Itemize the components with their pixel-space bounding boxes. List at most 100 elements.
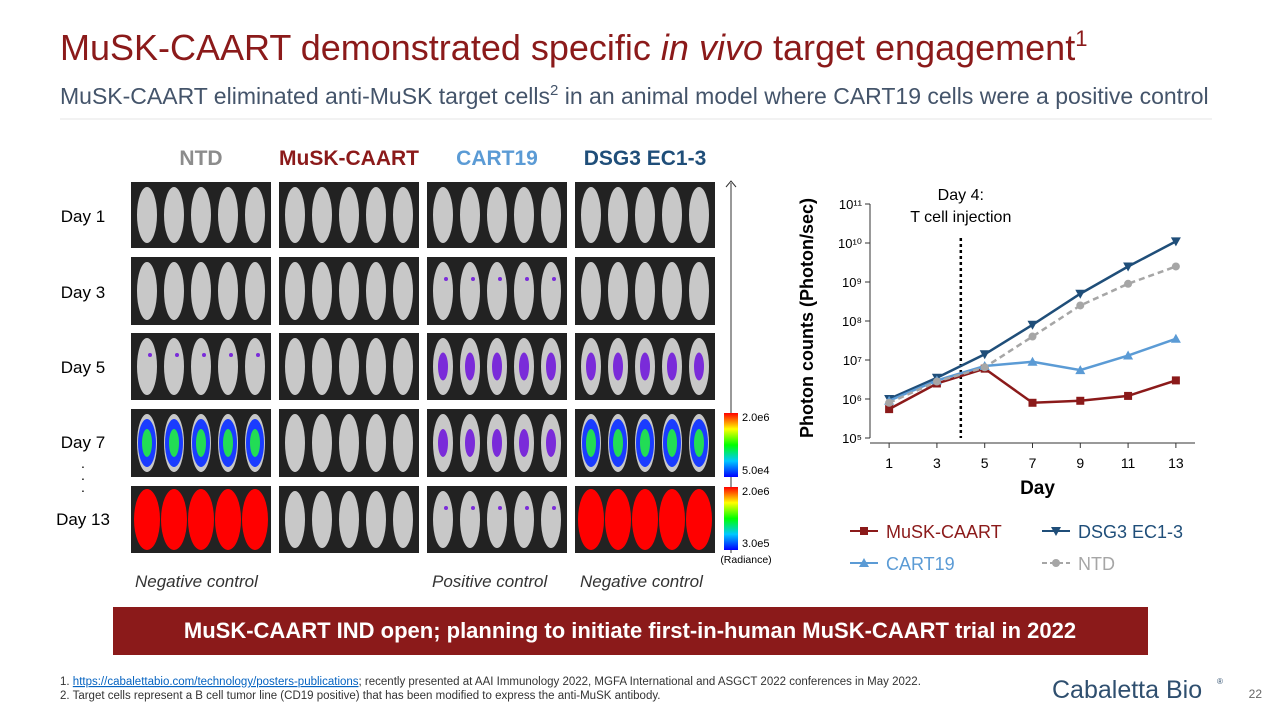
mouse — [366, 187, 386, 243]
mouse — [245, 262, 265, 320]
signal — [694, 429, 704, 457]
day-label: Day 13 — [56, 510, 110, 529]
series-line — [888, 337, 1177, 402]
marker — [1076, 301, 1085, 310]
slide-subtitle: MuSK-CAART eliminated anti-MuSK target c… — [60, 82, 1209, 109]
slide-title: MuSK-CAART demonstrated specific in vivo… — [60, 26, 1087, 68]
mouse — [460, 262, 480, 320]
marker — [1171, 262, 1180, 271]
mouse — [487, 262, 507, 320]
marker — [1075, 365, 1086, 375]
mouse — [285, 414, 305, 472]
mouse — [137, 338, 157, 395]
mouse — [218, 262, 238, 320]
legend-marker — [1051, 527, 1061, 536]
mouse — [433, 262, 453, 320]
x-tick-label: 13 — [1168, 455, 1184, 471]
mouse — [608, 262, 628, 320]
marker — [1027, 356, 1038, 366]
signal — [215, 489, 241, 550]
mouse — [393, 262, 413, 320]
mouse — [339, 491, 359, 548]
signal — [546, 352, 556, 381]
mouse — [487, 187, 507, 243]
signal — [632, 489, 658, 550]
mouse — [137, 187, 157, 243]
group-label: NTD — [179, 147, 222, 170]
mouse — [339, 338, 359, 395]
signal — [202, 353, 206, 357]
mouse — [285, 187, 305, 243]
series-line — [888, 240, 1177, 401]
mouse — [608, 187, 628, 243]
signal — [471, 506, 475, 510]
mouse — [366, 338, 386, 395]
marker — [1171, 376, 1180, 385]
legend-marker — [1052, 559, 1060, 567]
group-label: MuSK-CAART — [279, 147, 419, 170]
signal — [578, 489, 604, 550]
logo-mark: ® — [1217, 677, 1223, 686]
y-tick-label: 10⁹ — [842, 275, 862, 290]
colorbar-min: 3.0e5 — [742, 538, 770, 550]
mouse — [393, 338, 413, 395]
panel-caption: Negative control — [580, 572, 704, 591]
signal — [134, 489, 160, 550]
mouse — [191, 262, 211, 320]
x-tick-label: 7 — [1029, 455, 1037, 471]
y-tick-label: 10⁵ — [842, 431, 862, 446]
mouse — [285, 491, 305, 548]
footnote: 1. https://cabalettabio.com/technology/p… — [60, 676, 921, 688]
marker — [1027, 320, 1038, 330]
mouse — [433, 187, 453, 243]
mouse — [245, 187, 265, 243]
panel-caption: Positive control — [432, 572, 548, 591]
mouse — [689, 187, 709, 243]
mouse — [339, 262, 359, 320]
mouse — [312, 262, 332, 320]
mouse — [164, 338, 184, 395]
signal — [465, 352, 475, 381]
mouse — [393, 187, 413, 243]
subtitle-sup: 2 — [550, 82, 558, 99]
mouse — [433, 491, 453, 548]
signal — [525, 506, 529, 510]
x-axis-label: Day — [1020, 478, 1055, 499]
mouse — [285, 262, 305, 320]
signal — [444, 506, 448, 510]
y-tick-label: 10¹¹ — [839, 197, 863, 212]
y-tick-label: 10⁷ — [843, 353, 862, 368]
mouse — [514, 187, 534, 243]
day-label: Day 7 — [61, 433, 105, 452]
annotation-text: T cell injection — [910, 209, 1011, 226]
legend-label: MuSK-CAART — [886, 522, 1002, 542]
marker — [1170, 237, 1181, 247]
footnote-link[interactable]: https://cabalettabio.com/technology/post… — [73, 676, 359, 688]
legend-marker — [860, 527, 868, 535]
colorbar-max: 2.0e6 — [742, 486, 770, 498]
marker — [1028, 332, 1037, 341]
mouse — [366, 262, 386, 320]
signal — [667, 352, 677, 381]
signal — [161, 489, 187, 550]
day-label: Day 1 — [61, 207, 105, 226]
ellipsis: · — [81, 482, 86, 498]
signal — [546, 429, 556, 457]
group-label: DSG3 EC1-3 — [584, 147, 707, 170]
marker — [980, 363, 989, 372]
signal — [471, 277, 475, 281]
mouse — [312, 414, 332, 472]
mouse — [635, 187, 655, 243]
signal — [229, 353, 233, 357]
annotation-text: Day 4: — [938, 187, 984, 204]
signal — [444, 277, 448, 281]
signal — [519, 352, 529, 381]
signal — [586, 352, 596, 381]
mouse — [218, 187, 238, 243]
signal — [438, 352, 448, 381]
mouse — [514, 491, 534, 548]
radiance-label: (Radiance) — [720, 554, 771, 566]
mouse — [541, 491, 561, 548]
mouse — [689, 262, 709, 320]
